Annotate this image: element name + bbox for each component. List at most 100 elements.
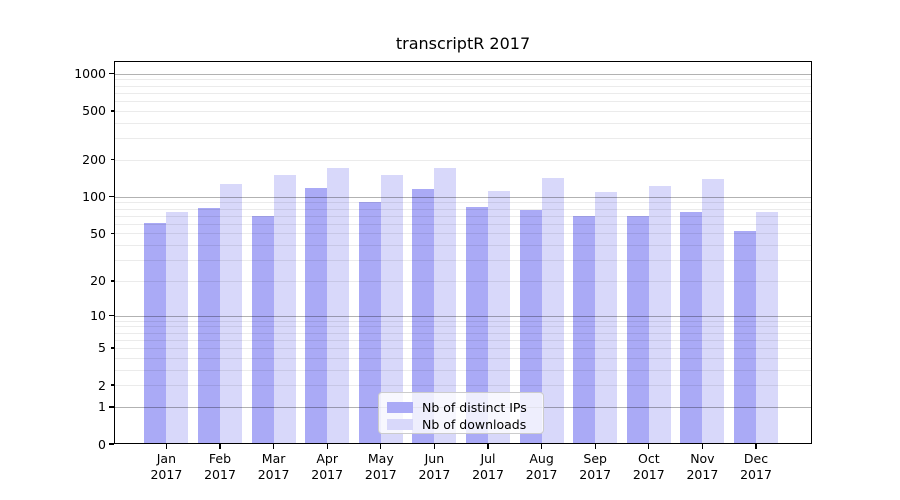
bar-distinct-ips-feb [198, 207, 220, 444]
gridline-8 [114, 326, 812, 328]
gridline-2 [114, 385, 812, 387]
x-tick-label-sep: Sep 2017 [579, 451, 612, 482]
bar-downloads-aug [541, 177, 564, 444]
y-tick-mark-5 [110, 347, 114, 349]
y-tick-label-20: 20 [90, 273, 106, 289]
gridline-9 [114, 320, 812, 322]
x-tick-mark-mar [272, 444, 275, 449]
x-tick-mark-jul [487, 444, 489, 449]
gridline-100 [114, 196, 812, 198]
bar-distinct-ips-sep [573, 215, 596, 444]
y-tick-label-500: 500 [82, 103, 106, 119]
x-tick-label-nov: Nov 2017 [686, 451, 719, 482]
legend-item-distinct-ips: Nb of distinct IPs [387, 399, 535, 415]
x-tick-label-apr: Apr 2017 [311, 451, 344, 482]
gridline-10 [114, 315, 812, 317]
y-tick-label-50: 50 [90, 225, 106, 241]
gridline-400 [114, 122, 812, 124]
gridline-5 [114, 347, 812, 349]
x-tick-mark-aug [540, 444, 543, 449]
gridline-700 [114, 92, 812, 94]
bar-distinct-ips-mar [251, 215, 274, 444]
y-tick-mark-10 [109, 314, 114, 317]
x-tick-mark-sep [594, 444, 596, 449]
bar-distinct-ips-may [358, 201, 381, 444]
x-tick-label-may: May 2017 [364, 451, 397, 482]
gridline-80 [114, 208, 812, 210]
x-tick-mark-oct [648, 444, 650, 449]
y-tick-label-5: 5 [98, 340, 106, 356]
x-tick-mark-jun [433, 444, 436, 449]
bar-distinct-ips-aug [519, 209, 542, 444]
gridline-40 [114, 245, 812, 246]
x-tick-label-aug: Aug 2017 [525, 451, 558, 482]
bar-downloads-may [380, 175, 403, 444]
legend-swatch-distinct-ips [387, 401, 413, 413]
gridline-1000 [114, 73, 812, 75]
bar-distinct-ips-apr [305, 188, 328, 444]
legend-item-downloads: Nb of downloads [387, 416, 535, 432]
gridline-90 [114, 202, 812, 204]
plot-area: Nb of distinct IPs Nb of downloads [114, 61, 812, 444]
gridline-30 [114, 259, 812, 261]
x-tick-label-feb: Feb 2017 [204, 451, 236, 482]
x-tick-mark-feb [219, 444, 221, 449]
gridline-50 [114, 233, 812, 235]
gridline-200 [114, 159, 812, 161]
y-tick-mark-20 [110, 280, 114, 282]
x-tick-label-mar: Mar 2017 [257, 451, 290, 482]
legend: Nb of distinct IPs Nb of downloads [378, 392, 544, 434]
bar-downloads-feb [220, 183, 242, 444]
x-tick-label-jul: Jul 2017 [472, 451, 504, 482]
bar-distinct-ips-jan [144, 222, 167, 444]
y-tick-mark-500 [110, 110, 114, 112]
gridline-4 [114, 357, 812, 359]
gridline-60 [114, 223, 812, 225]
bar-distinct-ips-jun [412, 189, 435, 444]
y-tick-mark-0 [109, 443, 114, 445]
bar-distinct-ips-oct [626, 215, 649, 444]
bar-downloads-mar [273, 175, 296, 444]
gridline-20 [114, 280, 812, 282]
gridline-800 [114, 85, 812, 87]
y-tick-label-200: 200 [82, 152, 106, 168]
x-tick-mark-may [380, 444, 382, 449]
bar-downloads-sep [595, 191, 618, 444]
gridline-7 [114, 332, 812, 334]
bar-downloads-jun [434, 167, 457, 444]
bar-downloads-jul [488, 191, 510, 444]
y-tick-mark-200 [110, 159, 114, 161]
bar-distinct-ips-nov [680, 211, 703, 444]
bar-downloads-dec [756, 211, 778, 444]
y-tick-mark-1000 [109, 73, 114, 75]
gridline-6 [114, 339, 812, 341]
y-tick-label-100: 100 [82, 189, 106, 205]
bar-downloads-oct [648, 185, 671, 444]
x-tick-label-jun: Jun 2017 [418, 451, 451, 482]
legend-label-distinct-ips: Nb of distinct IPs [422, 399, 527, 415]
x-tick-mark-dec [755, 444, 757, 449]
x-tick-mark-jan [165, 444, 168, 449]
x-tick-label-dec: Dec 2017 [740, 451, 772, 482]
y-tick-label-2: 2 [98, 377, 106, 393]
bar-downloads-apr [327, 167, 350, 444]
y-tick-mark-100 [109, 196, 114, 198]
bar-downloads-jan [166, 211, 189, 444]
x-tick-mark-apr [326, 444, 328, 449]
y-tick-label-0: 0 [98, 436, 106, 452]
x-tick-mark-nov [701, 444, 704, 449]
gridline-600 [114, 101, 812, 103]
y-tick-mark-1 [109, 406, 114, 408]
gridline-900 [114, 79, 812, 81]
bar-downloads-nov [702, 178, 725, 444]
gridline-500 [114, 110, 812, 112]
legend-label-downloads: Nb of downloads [422, 416, 527, 432]
y-tick-mark-50 [110, 232, 114, 234]
bar-distinct-ips-jul [466, 206, 488, 444]
gridline-3 [114, 369, 812, 371]
y-tick-mark-2 [110, 384, 114, 386]
bar-distinct-ips-dec [734, 231, 756, 444]
gridline-300 [114, 138, 812, 140]
legend-swatch-downloads [387, 418, 413, 430]
